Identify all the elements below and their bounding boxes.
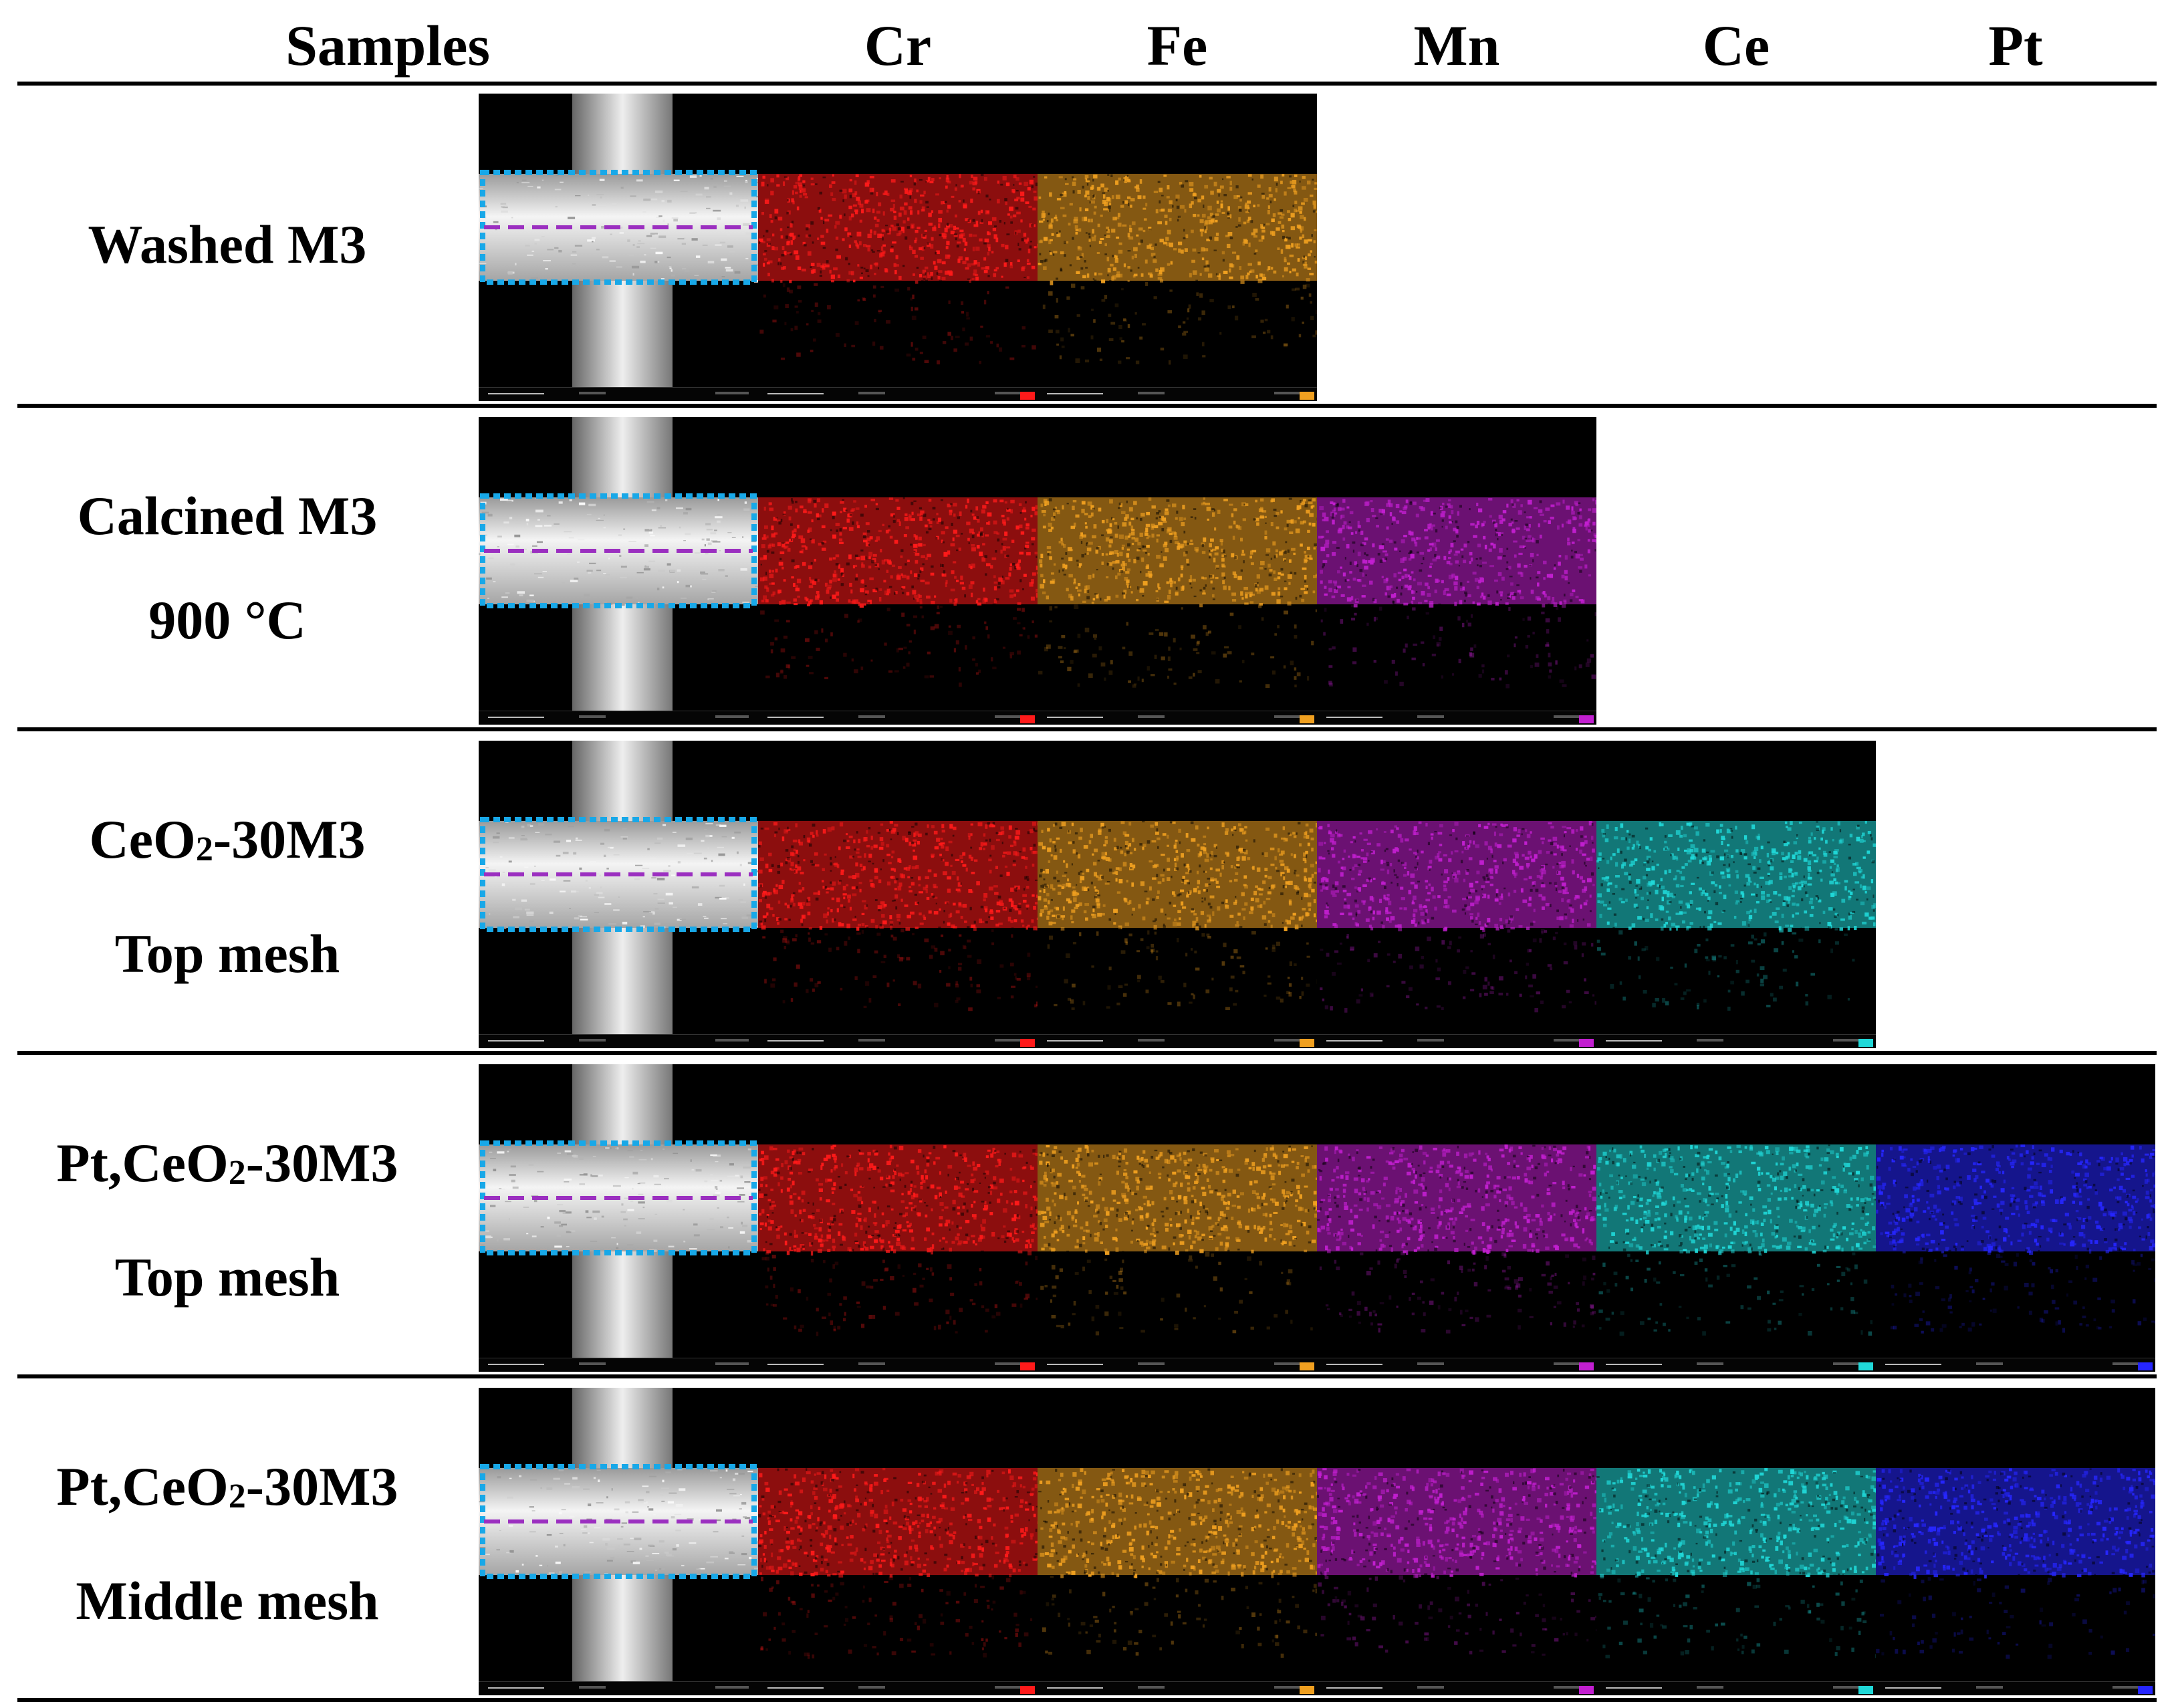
edx-map-ce xyxy=(1596,741,1876,1048)
scale-bar xyxy=(758,1681,1038,1695)
scale-bar xyxy=(758,387,1038,401)
scale-bar xyxy=(758,711,1038,725)
sample-label: CeO2-30M3 Top mesh xyxy=(13,787,441,1006)
scale-bar xyxy=(758,1034,1038,1048)
sem-image xyxy=(479,94,758,401)
scale-bar xyxy=(1038,711,1317,725)
sem-image xyxy=(479,741,758,1048)
scale-bar xyxy=(1596,1681,1876,1695)
row-ceo2-30m3-top: CeO2-30M3 Top mesh xyxy=(0,733,2174,1052)
edx-map-cr xyxy=(758,417,1038,725)
sample-label-line1: Washed M3 xyxy=(88,214,367,275)
scale-bar xyxy=(1038,1358,1317,1372)
scale-bar xyxy=(479,387,758,401)
sample-label-line1: Calcined M3 xyxy=(77,485,378,546)
edx-map-fe xyxy=(1038,417,1317,725)
sample-label-line2: Top mesh xyxy=(114,1247,340,1308)
sem-image xyxy=(479,417,758,725)
row-rule xyxy=(17,1051,2157,1055)
sample-label-line2: Middle mesh xyxy=(76,1570,379,1631)
edx-map-pt xyxy=(1876,1064,2155,1372)
sample-label-line2: Top mesh xyxy=(114,923,340,984)
scale-bar xyxy=(1596,1358,1876,1372)
header-cr: Cr xyxy=(864,13,932,78)
edx-map-cr xyxy=(758,94,1038,401)
edx-map-ce xyxy=(1596,1064,1876,1372)
row-rule xyxy=(17,727,2157,731)
edx-map-fe xyxy=(1038,1388,1317,1695)
edx-map-fe xyxy=(1038,1064,1317,1372)
edx-map-cr xyxy=(758,1388,1038,1695)
header-fe: Fe xyxy=(1146,13,1208,78)
header-ce: Ce xyxy=(1702,13,1770,78)
edx-map-cr xyxy=(758,1064,1038,1372)
row-calcined-m3: Calcined M3 900 °C xyxy=(0,409,2174,729)
sample-label: Pt,CeO2-30M3 Top mesh xyxy=(13,1111,441,1330)
scale-bar xyxy=(1876,1681,2155,1695)
scale-bar xyxy=(1317,1034,1596,1048)
sem-image xyxy=(479,1064,758,1372)
edx-map-fe xyxy=(1038,94,1317,401)
scale-bar xyxy=(1038,1034,1317,1048)
edx-map-ce xyxy=(1596,1388,1876,1695)
scale-bar xyxy=(1876,1358,2155,1372)
scale-bar xyxy=(1317,1681,1596,1695)
edx-map-mn xyxy=(1317,1064,1596,1372)
edx-map-fe xyxy=(1038,741,1317,1048)
scale-bar xyxy=(1317,711,1596,725)
scale-bar xyxy=(1317,1358,1596,1372)
sample-label: Pt,CeO2-30M3 Middle mesh xyxy=(13,1435,441,1653)
edx-map-mn xyxy=(1317,1388,1596,1695)
sample-label-line1: Pt,CeO2-30M3 xyxy=(56,1132,398,1193)
edx-map-cr xyxy=(758,741,1038,1048)
scale-bar xyxy=(479,1681,758,1695)
header-pt: Pt xyxy=(1988,13,2043,78)
row-pt-ceo2-30m3-middle: Pt,CeO2-30M3 Middle mesh xyxy=(0,1380,2174,1699)
header-samples: Samples xyxy=(285,13,490,78)
scale-bar xyxy=(1596,1034,1876,1048)
scale-bar xyxy=(479,711,758,725)
scale-bar xyxy=(1038,1681,1317,1695)
scale-bar xyxy=(1038,387,1317,401)
sample-label-line2: 900 °C xyxy=(148,590,306,650)
row-rule xyxy=(17,404,2157,408)
row-rule xyxy=(17,1374,2157,1378)
sem-image xyxy=(479,1388,758,1695)
edx-map-mn xyxy=(1317,417,1596,725)
bottom-rule xyxy=(17,1698,2157,1702)
scale-bar xyxy=(479,1358,758,1372)
sample-label: Washed M3 xyxy=(13,193,441,297)
header-mn: Mn xyxy=(1413,13,1500,78)
row-washed-m3: Washed M3 xyxy=(0,86,2174,405)
row-pt-ceo2-30m3-top: Pt,CeO2-30M3 Top mesh xyxy=(0,1056,2174,1376)
sample-label: Calcined M3 900 °C xyxy=(13,464,441,673)
header-rule xyxy=(17,82,2157,86)
edx-map-mn xyxy=(1317,741,1596,1048)
sample-label-line1: CeO2-30M3 xyxy=(89,809,366,870)
scale-bar xyxy=(479,1034,758,1048)
sample-label-line1: Pt,CeO2-30M3 xyxy=(56,1456,398,1517)
edx-map-pt xyxy=(1876,1388,2155,1695)
scale-bar xyxy=(758,1358,1038,1372)
